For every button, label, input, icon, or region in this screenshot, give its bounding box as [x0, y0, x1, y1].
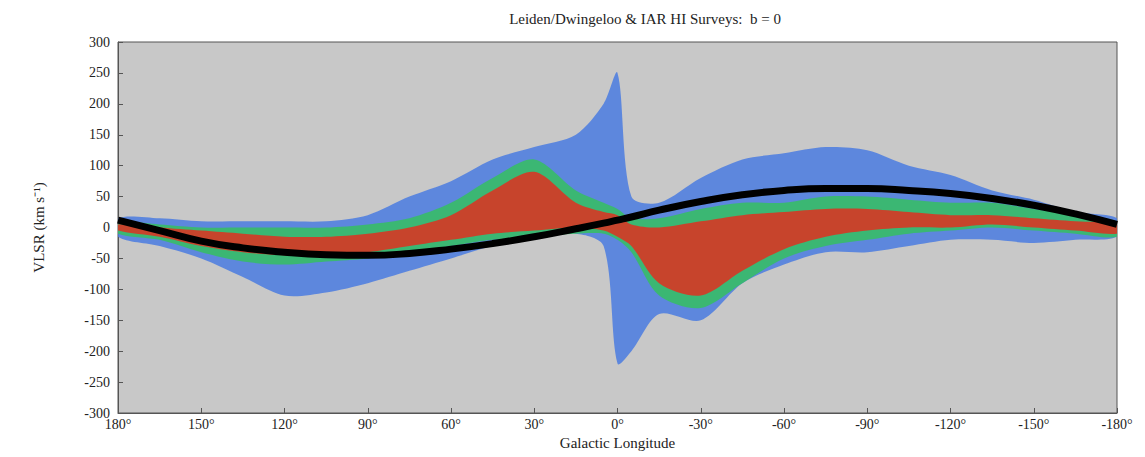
svg-text:-250: -250: [84, 375, 110, 390]
svg-text:150°: 150°: [188, 417, 215, 432]
svg-text:200: 200: [89, 96, 110, 111]
svg-text:-120°: -120°: [935, 417, 966, 432]
svg-text:30°: 30°: [524, 417, 544, 432]
svg-text:300: 300: [89, 35, 110, 50]
svg-text:-100: -100: [84, 282, 110, 297]
svg-text:50: 50: [96, 189, 110, 204]
svg-text:-90°: -90°: [855, 417, 879, 432]
svg-text:-150°: -150°: [1018, 417, 1049, 432]
svg-text:-200: -200: [84, 344, 110, 359]
svg-text:150: 150: [89, 127, 110, 142]
svg-text:120°: 120°: [271, 417, 298, 432]
svg-text:Leiden/Dwingeloo & IAR HI Surv: Leiden/Dwingeloo & IAR HI Surveys: b = 0: [509, 11, 781, 27]
svg-text:60°: 60°: [441, 417, 461, 432]
svg-text:250: 250: [89, 65, 110, 80]
svg-text:90°: 90°: [358, 417, 378, 432]
svg-text:-300: -300: [84, 405, 110, 421]
svg-text:180°: 180°: [105, 417, 132, 432]
svg-text:-60°: -60°: [772, 417, 796, 432]
svg-text:-30°: -30°: [689, 417, 713, 432]
svg-text:Galactic Longitude: Galactic Longitude: [560, 435, 676, 451]
svg-text:0°: 0°: [611, 417, 624, 432]
svg-text:100: 100: [89, 158, 110, 173]
svg-text:-180°: -180°: [1101, 417, 1132, 432]
svg-text:-150: -150: [84, 313, 110, 328]
svg-text:-50: -50: [91, 251, 110, 266]
svg-text:VLSR (km s⁻¹): VLSR (km s⁻¹): [31, 182, 48, 272]
svg-text:0: 0: [103, 220, 110, 235]
